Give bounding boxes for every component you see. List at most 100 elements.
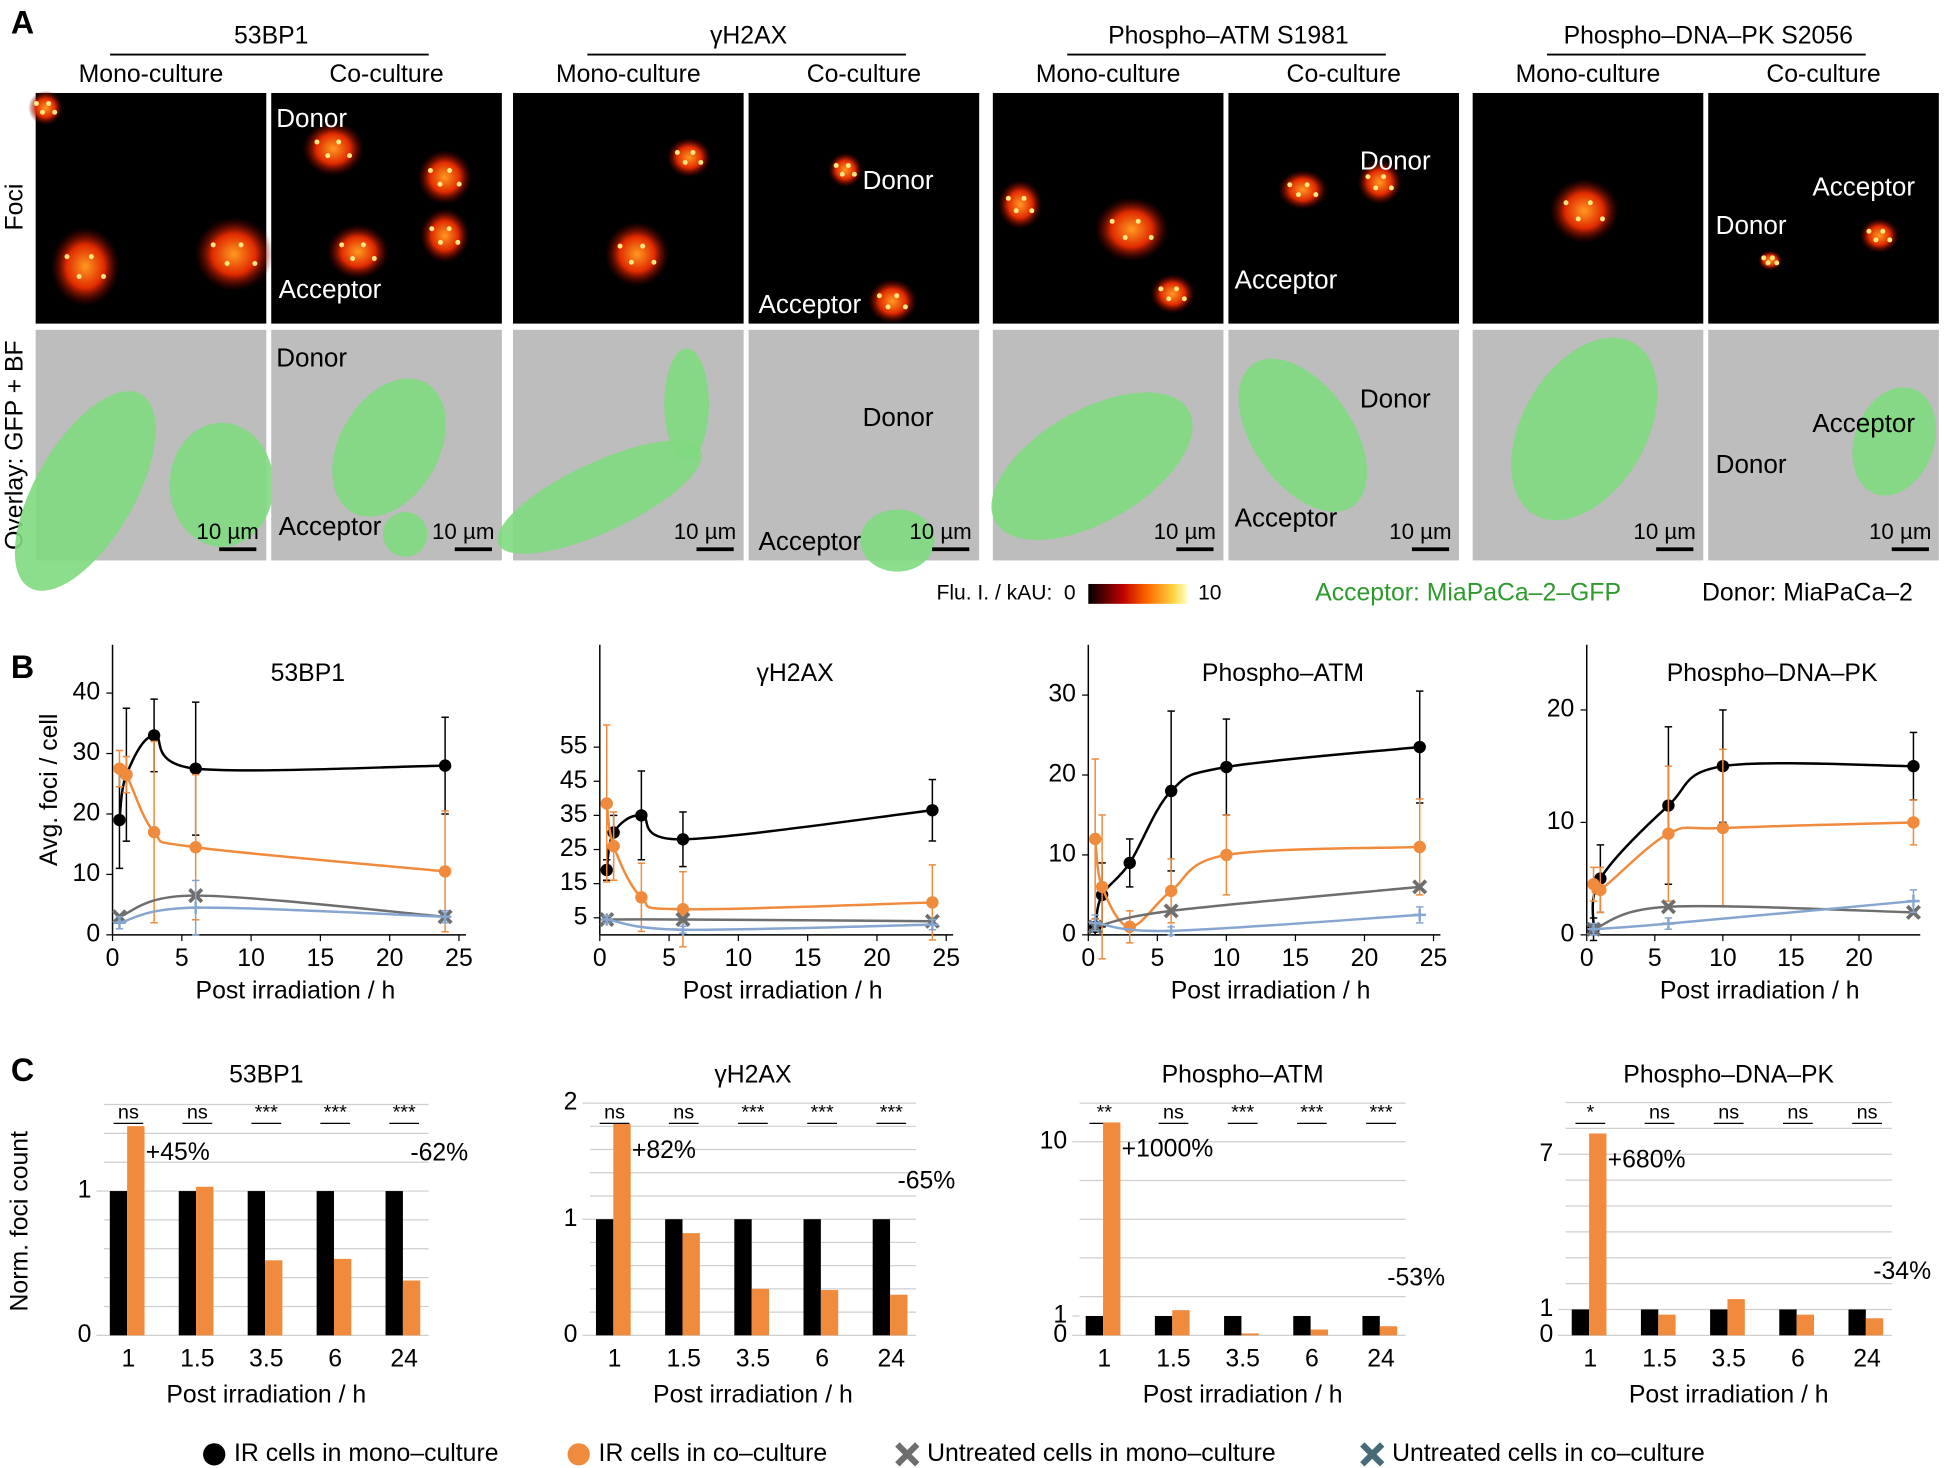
- group-title: Phospho–DNA–PK S2056: [1564, 23, 1853, 50]
- chart-title: 53BP1: [271, 660, 345, 687]
- data-point: [1413, 740, 1426, 754]
- data-point: [147, 825, 161, 839]
- data-point: [635, 891, 648, 904]
- x-tick-label: 6: [815, 1346, 829, 1373]
- data-point: [120, 768, 133, 781]
- gfp-cell: [497, 440, 702, 554]
- data-point: [926, 804, 939, 817]
- bar: [1658, 1314, 1676, 1336]
- gfp-cell: [664, 348, 709, 460]
- nucleus: [827, 152, 863, 188]
- focus: [437, 181, 443, 187]
- bar: [682, 1233, 700, 1336]
- focus: [1287, 182, 1293, 188]
- y-tick-label: 15: [560, 869, 588, 896]
- focus: [1373, 185, 1379, 191]
- data-point: [635, 809, 648, 822]
- data-point: [1660, 899, 1676, 915]
- data-point: [1220, 760, 1233, 774]
- data-point: [113, 813, 126, 827]
- focus: [350, 256, 356, 261]
- x-tick-label: 24: [1367, 1346, 1395, 1373]
- data-point: [1662, 827, 1675, 840]
- focus: [682, 159, 688, 165]
- column-label: Mono-culture: [1516, 61, 1661, 88]
- cell-label: Donor: [276, 103, 347, 133]
- focus: [1880, 228, 1886, 234]
- x-axis-label: Post irradiation / h: [1143, 1382, 1343, 1409]
- data-point: [189, 762, 202, 775]
- x-tick-label: 10: [725, 945, 753, 972]
- focus: [617, 243, 623, 249]
- focus: [1313, 192, 1319, 198]
- y-tick-label: 1: [1539, 1295, 1553, 1322]
- data-point: [1164, 884, 1178, 898]
- gfp-cell: [382, 512, 428, 557]
- data-point: [1163, 903, 1179, 919]
- marker-stroke: [675, 911, 691, 928]
- legend-marker: [895, 1442, 920, 1467]
- data-point: [675, 911, 691, 928]
- bar: [1779, 1309, 1797, 1336]
- x-tick-label: 25: [1420, 945, 1448, 972]
- scale-label: 10 µm: [909, 519, 971, 544]
- legend-label: IR cells in mono–culture: [234, 1440, 498, 1467]
- focus: [1013, 208, 1019, 214]
- chart-title: Phospho–DNA–PK: [1623, 1062, 1834, 1089]
- significance: ***: [1231, 1102, 1254, 1124]
- y-tick-label: 0: [1053, 1321, 1067, 1348]
- series-line: [606, 918, 933, 932]
- bar: [1085, 1315, 1104, 1336]
- focus: [1005, 195, 1011, 201]
- bar: [595, 1219, 614, 1336]
- significance: ns: [1649, 1102, 1670, 1124]
- legend-marker: [203, 1443, 226, 1466]
- y-tick-label: 10: [73, 860, 101, 887]
- significance: **: [1097, 1102, 1113, 1124]
- cell-label: Acceptor: [759, 289, 862, 319]
- bar: [1293, 1315, 1311, 1336]
- y-tick-label: 10: [1040, 1127, 1068, 1154]
- acceptor-note: Acceptor: MiaPaCa–2–GFP: [1315, 579, 1621, 606]
- data-point: [1413, 840, 1426, 854]
- significance: ***: [393, 1102, 416, 1124]
- x-tick-label: 1: [1583, 1346, 1597, 1373]
- y-tick-label: 0: [86, 920, 100, 947]
- significance: ns: [1857, 1102, 1878, 1124]
- focus: [1774, 260, 1780, 266]
- focus: [347, 153, 352, 159]
- overlay-image: [497, 329, 744, 561]
- x-tick-label: 20: [376, 945, 404, 972]
- significance: ns: [604, 1102, 625, 1124]
- focus: [1765, 260, 1771, 266]
- bar: [1362, 1315, 1380, 1336]
- bar: [872, 1219, 891, 1336]
- focus: [1148, 234, 1154, 240]
- bar: [1379, 1326, 1398, 1336]
- chart-title: 53BP1: [229, 1062, 303, 1089]
- legend-marker: [1360, 1442, 1385, 1467]
- x-axis-label: Post irradiation / h: [1629, 1382, 1829, 1409]
- focus: [839, 171, 845, 177]
- overlay-image: [1472, 329, 1704, 561]
- y-tick-label: 30: [1048, 681, 1076, 708]
- y-tick-label: 20: [73, 800, 101, 827]
- chart-title: Phospho–ATM: [1202, 660, 1364, 687]
- focus: [33, 101, 39, 107]
- nucleus: [997, 179, 1043, 230]
- legend-item: IR cells in mono–culture: [203, 1440, 498, 1467]
- bar: [1154, 1315, 1173, 1336]
- focus: [88, 254, 94, 260]
- focus: [1109, 218, 1115, 224]
- bar: [890, 1294, 908, 1336]
- x-tick-label: 3.5: [249, 1346, 283, 1373]
- bar: [1727, 1299, 1745, 1336]
- bar: [196, 1186, 214, 1336]
- nucleus: [302, 121, 365, 177]
- x-axis-label: Post irradiation / h: [196, 977, 396, 1004]
- x-tick-label: 1.5: [1642, 1346, 1676, 1373]
- x-tick-label: 0: [106, 945, 120, 972]
- bar: [385, 1191, 403, 1336]
- scale-label: 10 µm: [1633, 519, 1695, 544]
- nucleus: [604, 221, 670, 287]
